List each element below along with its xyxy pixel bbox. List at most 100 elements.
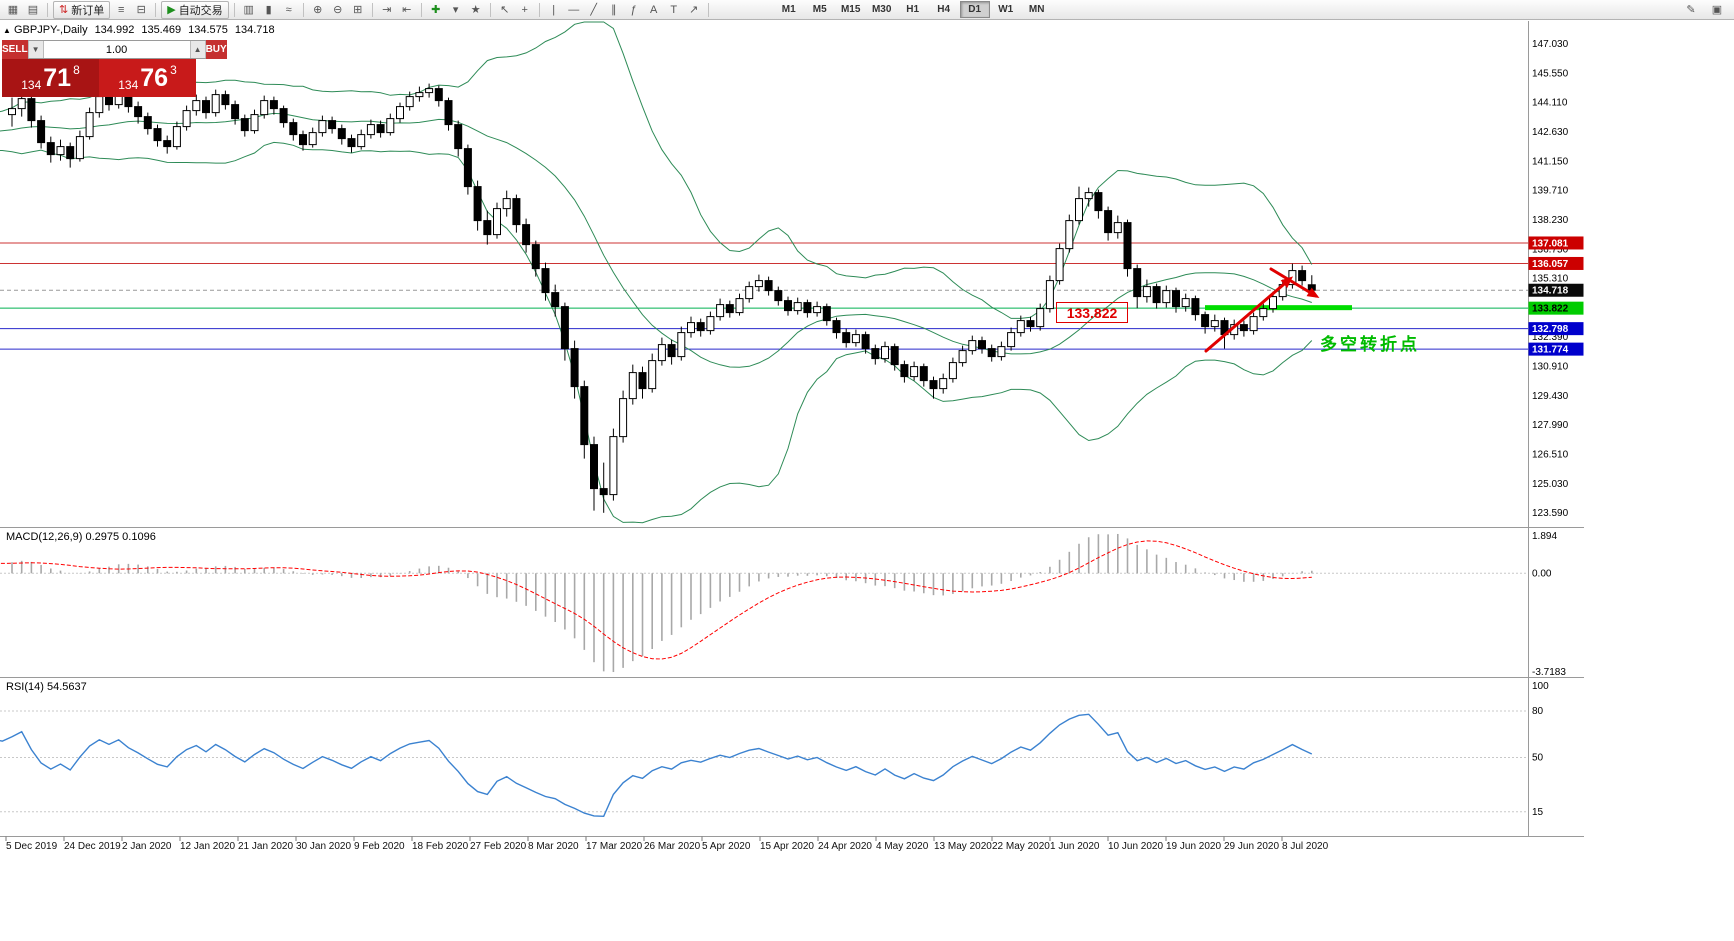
svg-text:80: 80 <box>1532 706 1544 717</box>
timeframe-button-m15[interactable]: M15 <box>840 4 861 15</box>
svg-text:13 May 2020: 13 May 2020 <box>934 841 992 852</box>
ohlc-close: 134.718 <box>234 24 275 36</box>
buy-price-display[interactable]: 134 76 3 <box>99 59 196 97</box>
volume-decrease-button[interactable]: ▼ <box>27 41 44 58</box>
ohlc-open: 134.992 <box>94 24 135 36</box>
svg-text:100: 100 <box>1532 681 1549 692</box>
toolbar-separator <box>538 2 540 17</box>
svg-text:24 Dec 2019: 24 Dec 2019 <box>64 841 121 852</box>
svg-text:134.718: 134.718 <box>1532 286 1569 297</box>
timeframe-button-h4[interactable]: H4 <box>937 4 951 15</box>
data-window-icon[interactable]: ⊟ <box>136 4 146 16</box>
tile-windows-icon[interactable]: ⊞ <box>353 4 363 16</box>
svg-text:9 Feb 2020: 9 Feb 2020 <box>354 841 405 852</box>
pencil-icon[interactable]: ✎ <box>1686 4 1696 16</box>
svg-text:30 Jan 2020: 30 Jan 2020 <box>296 841 351 852</box>
horizontal-line-icon[interactable]: — <box>568 3 580 16</box>
svg-text:22 May 2020: 22 May 2020 <box>992 841 1050 852</box>
toolbar-right-icons: ✎ ▣ <box>1682 2 1730 18</box>
equidistant-channel-icon[interactable]: ∥ <box>610 4 617 16</box>
fibonacci-icon[interactable]: ƒ <box>630 3 637 16</box>
bar-chart-icon[interactable]: ▥ <box>243 4 254 16</box>
svg-text:125.030: 125.030 <box>1532 479 1569 490</box>
timeframe-button-w1[interactable]: W1 <box>998 4 1014 15</box>
symbol-header: GBPJPY-,Daily 134.992 135.469 134.575 13… <box>14 24 275 36</box>
svg-text:136.057: 136.057 <box>1532 259 1569 270</box>
svg-text:137.081: 137.081 <box>1532 238 1569 249</box>
timeframe-button-m30[interactable]: M30 <box>871 4 892 15</box>
svg-text:0.00: 0.00 <box>1532 568 1552 579</box>
svg-text:135.310: 135.310 <box>1532 273 1569 284</box>
symbol-name: GBPJPY-,Daily <box>14 24 88 36</box>
indicators-icon[interactable]: ✚ <box>431 4 441 16</box>
sell-button[interactable]: SELL <box>2 40 28 59</box>
timeframe-button-d1[interactable]: D1 <box>959 1 990 18</box>
toolbar: ▦ ▤ ⇅ 新订单 ≡ ⊟ ▶ 自动交易 ▥ ▮ ≈ ⊕ ⊖ ⊞ ⇥ ⇤ ✚ ▾ ★ ↖ + | — ╱ ∥ ƒ A T ↗ M1 M5 M1… <box>0 0 1734 20</box>
timeframe-button-h1[interactable]: H1 <box>906 4 920 15</box>
templates-icon[interactable]: ★ <box>470 4 481 16</box>
new-order-icon: ⇅ <box>59 4 69 16</box>
svg-text:132.390: 132.390 <box>1532 332 1569 343</box>
ohlc-low: 134.575 <box>188 24 228 36</box>
autotrading-play-icon: ▶ <box>167 4 176 16</box>
svg-text:8 Mar 2020: 8 Mar 2020 <box>528 841 579 852</box>
svg-text:142.630: 142.630 <box>1532 127 1569 138</box>
timeframe-button-m1[interactable]: M1 <box>781 4 796 15</box>
auto-scroll-icon[interactable]: ⇥ <box>382 4 392 16</box>
toolbar-separator <box>47 2 48 17</box>
trendline-icon[interactable]: ╱ <box>590 4 597 16</box>
timeframe-button-mn[interactable]: MN <box>1028 4 1045 15</box>
svg-text:5 Apr 2020: 5 Apr 2020 <box>702 841 751 852</box>
svg-text:24 Apr 2020: 24 Apr 2020 <box>818 841 872 852</box>
profiles-icon[interactable]: ▤ <box>27 4 39 16</box>
svg-text:15: 15 <box>1532 807 1544 818</box>
svg-text:1.894: 1.894 <box>1532 531 1557 542</box>
sell-price-integer: 134 <box>21 78 42 92</box>
svg-text:29 Jun 2020: 29 Jun 2020 <box>1224 841 1279 852</box>
new-order-button[interactable]: ⇅ 新订单 <box>53 0 111 19</box>
vertical-line-icon[interactable]: | <box>552 3 556 16</box>
timeframe-group: M1 M5 M15 M30 H1 H4 D1 W1 MN <box>774 1 1052 18</box>
svg-text:21 Jan 2020: 21 Jan 2020 <box>238 841 293 852</box>
svg-text:26 Mar 2020: 26 Mar 2020 <box>644 841 701 852</box>
cursor-icon[interactable]: ↖ <box>500 4 510 16</box>
timeframe-button-m5[interactable]: M5 <box>812 4 827 15</box>
periods-icon[interactable]: ▾ <box>452 4 459 16</box>
svg-text:136.750: 136.750 <box>1532 245 1569 256</box>
market-watch-icon[interactable]: ≡ <box>118 3 125 16</box>
chart-shift-icon[interactable]: ⇤ <box>402 4 412 16</box>
text-label-icon[interactable]: T <box>670 3 678 16</box>
crosshair-icon[interactable]: + <box>521 3 528 16</box>
arrows-icon[interactable]: ↗ <box>689 4 699 16</box>
volume-increase-button[interactable]: ▲ <box>189 41 206 58</box>
toolbar-separator <box>371 2 373 17</box>
volume-input[interactable] <box>43 41 190 58</box>
new-chart-icon[interactable]: ▦ <box>7 4 19 16</box>
zoom-in-icon[interactable]: ⊕ <box>313 4 323 16</box>
buy-price-point: 3 <box>170 63 177 77</box>
svg-text:2 Jan 2020: 2 Jan 2020 <box>122 841 172 852</box>
svg-text:50: 50 <box>1532 753 1544 764</box>
window-layout-icon[interactable]: ▣ <box>1711 4 1723 16</box>
buy-button[interactable]: BUY <box>205 40 227 59</box>
new-order-button-label: 新订单 <box>71 4 105 17</box>
svg-text:1 Jun 2020: 1 Jun 2020 <box>1050 841 1100 852</box>
text-icon[interactable]: A <box>650 3 658 16</box>
price-annotation-box[interactable]: 133.822 <box>1056 302 1128 323</box>
svg-text:5 Dec 2019: 5 Dec 2019 <box>6 841 58 852</box>
autotrading-button[interactable]: ▶ 自动交易 <box>161 0 229 19</box>
one-click-collapse-icon[interactable]: ▲ <box>3 26 11 35</box>
volume-control: ▼ ▲ <box>27 40 206 59</box>
sell-price-display[interactable]: 134 71 8 <box>2 59 99 97</box>
buy-price-pips: 76 <box>140 64 169 92</box>
line-chart-icon[interactable]: ≈ <box>285 3 292 16</box>
macd-panel-label: MACD(12,26,9) 0.2975 0.1096 <box>6 531 156 543</box>
svg-text:129.430: 129.430 <box>1532 391 1569 402</box>
zoom-out-icon[interactable]: ⊖ <box>333 4 343 16</box>
candlestick-chart-icon[interactable]: ▮ <box>265 4 272 16</box>
svg-text:132.798: 132.798 <box>1532 324 1569 335</box>
turning-point-annotation[interactable]: 多空转折点 <box>1320 335 1420 354</box>
svg-text:27 Feb 2020: 27 Feb 2020 <box>470 841 527 852</box>
